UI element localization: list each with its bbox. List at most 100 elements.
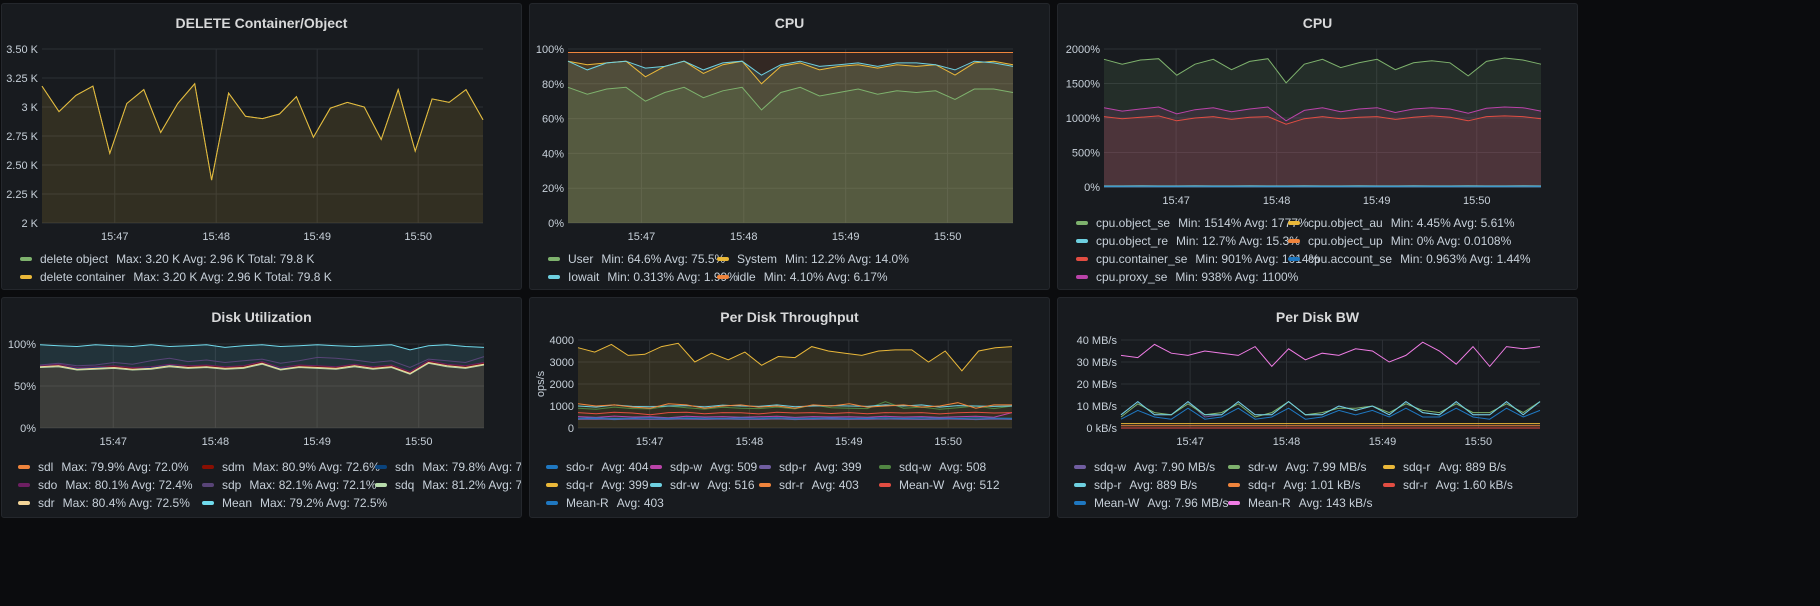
legend-series-name: sdo	[38, 478, 58, 492]
area-mean	[40, 344, 484, 428]
panel-per-disk-throughput[interactable]: Per Disk Throughput 0 1000 2000 3000 4000 15:…	[529, 297, 1050, 518]
legend-item-cpu-object-se[interactable]: cpu.object_se Min: 1514% Avg: 1777%	[1076, 214, 1309, 232]
legend-stats: Max: 80.1% Avg: 72.4%	[65, 478, 193, 492]
legend-item-sdr-w[interactable]: sdr-w Avg: 7.99 MB/s	[1228, 458, 1367, 476]
panel-per-disk-bw[interactable]: Per Disk BW 0 kB/s 10 MB/s 20 MB/s 30 MB/s 4…	[1057, 297, 1578, 518]
x-tick-label: 15:49	[303, 436, 331, 448]
area-cpu-proxy-se	[1104, 107, 1541, 187]
legend-item-sdq-r[interactable]: sdq-r Avg: 399	[546, 476, 649, 494]
legend-series-name: sdr	[38, 496, 55, 510]
panel-cpu[interactable]: CPU 0% 20% 40% 60% 80% 100% 15:47 15:48 15:49 15:…	[529, 3, 1050, 290]
legend-item-cpu-container-se[interactable]: cpu.container_se Min: 901% Avg: 1014%	[1076, 250, 1319, 268]
y-tick-label: 4000	[550, 335, 574, 347]
legend-item-iowait[interactable]: Iowait Min: 0.313% Avg: 1.99%	[548, 268, 738, 286]
legend-item-sdq[interactable]: sdq Max: 81.2% Avg: 72.0%	[375, 476, 522, 494]
legend-item-idle[interactable]: idle Min: 4.10% Avg: 6.17%	[717, 268, 888, 286]
legend-item-sdr[interactable]: sdr Max: 80.4% Avg: 72.5%	[18, 494, 190, 512]
line-mean	[39, 344, 485, 351]
y-tick-label: 100%	[8, 339, 36, 351]
legend-item-sdm[interactable]: sdm Max: 80.9% Avg: 72.6%	[202, 458, 380, 476]
legend-item-mean-w[interactable]: Mean-W Avg: 7.96 MB/s	[1074, 494, 1229, 512]
x-tick-label: 15:48	[730, 231, 758, 243]
legend-item-delete-container[interactable]: delete container Max: 3.20 K Avg: 2.96 K …	[20, 268, 332, 286]
legend-series-name: System	[737, 252, 778, 266]
legend-item-sdo[interactable]: sdo Max: 80.1% Avg: 72.4%	[18, 476, 193, 494]
legend-series-name: cpu.object_up	[1308, 234, 1383, 248]
panel-title[interactable]: CPU	[1302, 15, 1333, 31]
legend-item-sdn[interactable]: sdn Max: 79.8% Avg: 72.6%	[375, 458, 521, 476]
legend-swatch	[202, 500, 214, 505]
legend-stats: Avg: 403	[811, 478, 859, 492]
legend-item-cpu-account-se[interactable]: cpu.account_se Min: 0.963% Avg: 1.44%	[1288, 250, 1531, 268]
y-tick-label: 2.75 K	[6, 131, 38, 143]
legend-item-sdq-r[interactable]: sdq-r Avg: 889 B/s	[1383, 458, 1506, 476]
legend-series-name: Mean-R	[1248, 496, 1291, 510]
legend-item-cpu-object-au[interactable]: cpu.object_au Min: 4.45% Avg: 5.61%	[1288, 214, 1515, 232]
area-delete-container	[42, 83, 483, 223]
legend-stats: Min: 1514% Avg: 1777%	[1178, 216, 1309, 230]
y-tick-label: 0	[568, 423, 574, 435]
legend-item-system[interactable]: System Min: 12.2% Avg: 14.0%	[717, 250, 909, 268]
panel-title[interactable]: Per Disk BW	[1275, 309, 1360, 325]
legend-stats: Avg: 7.96 MB/s	[1147, 496, 1229, 510]
line-mean-w	[1120, 407, 1541, 420]
legend-series-name: sdq-r	[566, 478, 594, 492]
y-tick-label: 0%	[1084, 182, 1100, 194]
legend-stats: Min: 12.2% Avg: 14.0%	[785, 252, 909, 266]
legend-item-sdr-w[interactable]: sdr-w Avg: 516	[650, 476, 755, 494]
legend-swatch	[18, 464, 30, 469]
legend-series-name: Mean-W	[1094, 496, 1140, 510]
legend-item-sdp-r[interactable]: sdp-r Avg: 889 B/s	[1074, 476, 1197, 494]
legend-item-cpu-object-re[interactable]: cpu.object_re Min: 12.7% Avg: 15.3%	[1076, 232, 1300, 250]
legend-item-sdq-w[interactable]: sdq-w Avg: 7.90 MB/s	[1074, 458, 1215, 476]
legend-item-sdp[interactable]: sdp Max: 82.1% Avg: 72.1%	[202, 476, 377, 494]
legend-stats: Max: 81.2% Avg: 72.0%	[422, 478, 522, 492]
legend-item-sdp-r[interactable]: sdp-r Avg: 399	[759, 458, 862, 476]
legend-item-sdr-r[interactable]: sdr-r Avg: 403	[759, 476, 859, 494]
legend-item-sdo-r[interactable]: sdo-r Avg: 404	[546, 458, 649, 476]
panel-title[interactable]: DELETE Container/Object	[175, 15, 348, 31]
legend-item-sdp-w[interactable]: sdp-w Avg: 509	[650, 458, 757, 476]
legend-series-name: sdq	[395, 478, 415, 492]
legend-item-sdq-w[interactable]: sdq-w Avg: 508	[879, 458, 986, 476]
legend-item-mean-r[interactable]: Mean-R Avg: 143 kB/s	[1228, 494, 1373, 512]
panel-disk-utilization[interactable]: Disk Utilization 0% 50% 100% 15:47 15:48 15:4…	[1, 297, 522, 518]
legend-swatch	[1228, 500, 1240, 505]
legend-stats: Max: 82.1% Avg: 72.1%	[249, 478, 377, 492]
legend-swatch	[1076, 256, 1088, 261]
legend-item-mean-w[interactable]: Mean-W Avg: 512	[879, 476, 1000, 494]
legend-stats: Avg: 1.60 kB/s	[1435, 478, 1513, 492]
legend-item-sdl[interactable]: sdl Max: 79.9% Avg: 72.0%	[18, 458, 189, 476]
legend-stats: Min: 901% Avg: 1014%	[1195, 252, 1320, 266]
series-group	[1103, 57, 1542, 188]
line-cpu-container-se	[1103, 115, 1542, 125]
panel-title[interactable]: Disk Utilization	[211, 309, 312, 325]
legend-item-sdq-r[interactable]: sdq-r Avg: 1.01 kB/s	[1228, 476, 1361, 494]
chart-disk-utilization: 0% 50% 100% 15:47 15:48 15:49 15:50	[8, 339, 485, 448]
legend-stats: Avg: 7.99 MB/s	[1285, 460, 1367, 474]
legend-swatch	[879, 482, 891, 487]
legend-item-cpu-proxy-se[interactable]: cpu.proxy_se Min: 938% Avg: 1100%	[1076, 268, 1298, 286]
legend-stats: Avg: 508	[939, 460, 987, 474]
legend-series-name: sdr-r	[779, 478, 804, 492]
panel-cpu-services[interactable]: CPU 0% 500% 1000% 1500% 2000% 15:47 15:48 15:49…	[1057, 3, 1578, 290]
legend-item-sdr-r[interactable]: sdr-r Avg: 1.60 kB/s	[1383, 476, 1513, 494]
legend-stats: Min: 0.313% Avg: 1.99%	[607, 270, 738, 284]
legend-item-mean[interactable]: Mean Max: 79.2% Avg: 72.5%	[202, 494, 387, 512]
legend-stats: Avg: 404	[601, 460, 649, 474]
legend-series-name: sdq-r	[1403, 460, 1431, 474]
y-tick-label: 1500%	[1066, 79, 1100, 91]
legend-swatch	[759, 482, 771, 487]
legend-item-cpu-object-up[interactable]: cpu.object_up Min: 0% Avg: 0.0108%	[1288, 232, 1511, 250]
legend-item-mean-r[interactable]: Mean-R Avg: 403	[546, 494, 664, 512]
panel-title[interactable]: CPU	[774, 15, 805, 31]
legend-item-delete-object[interactable]: delete object Max: 3.20 K Avg: 2.96 K Tot…	[20, 250, 314, 268]
panel-title[interactable]: Per Disk Throughput	[720, 309, 859, 325]
legend-stats: Max: 80.9% Avg: 72.6%	[252, 460, 380, 474]
legend-item-user[interactable]: User Min: 64.6% Avg: 75.5%	[548, 250, 725, 268]
x-tick-label: 15:50	[1463, 195, 1491, 207]
line-system	[567, 60, 1014, 85]
area-system	[568, 61, 1013, 224]
line-sdr-r	[577, 402, 1012, 409]
